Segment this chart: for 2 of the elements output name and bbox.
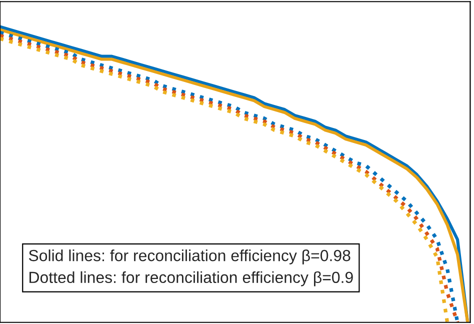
annotation: Dotted lines: for reconciliation efficiency β=0.9 (30, 271, 353, 286)
annotation: Solid lines: for reconciliation efficiency β=0.98 (28, 249, 350, 264)
